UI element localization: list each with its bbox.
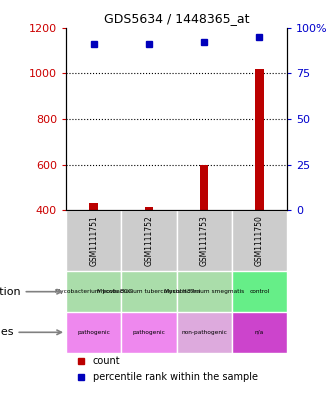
Text: GSM1111752: GSM1111752 bbox=[145, 215, 153, 266]
Bar bbox=[200, 165, 208, 210]
Text: GSM1111750: GSM1111750 bbox=[255, 215, 264, 266]
Bar bbox=[121, 210, 177, 271]
Bar bbox=[232, 210, 287, 271]
Bar bbox=[66, 210, 121, 271]
Title: GDS5634 / 1448365_at: GDS5634 / 1448365_at bbox=[104, 12, 249, 25]
Text: pathogenic: pathogenic bbox=[77, 330, 110, 335]
Bar bbox=[177, 271, 232, 312]
Text: species: species bbox=[0, 327, 61, 337]
Bar bbox=[121, 271, 177, 312]
Text: Mycobacterium tuberculosis H37ra: Mycobacterium tuberculosis H37ra bbox=[97, 289, 201, 294]
Text: n/a: n/a bbox=[255, 330, 264, 335]
Bar bbox=[232, 312, 287, 353]
Bar bbox=[66, 312, 121, 353]
Bar bbox=[145, 207, 153, 210]
Bar bbox=[177, 210, 232, 271]
Text: Mycobacterium smegmatis: Mycobacterium smegmatis bbox=[164, 289, 244, 294]
Text: infection: infection bbox=[0, 286, 61, 297]
Bar bbox=[177, 312, 232, 353]
Text: GSM1111753: GSM1111753 bbox=[200, 215, 209, 266]
Text: Mycobacterium bovis BCG: Mycobacterium bovis BCG bbox=[55, 289, 132, 294]
Text: control: control bbox=[249, 289, 270, 294]
Text: pathogenic: pathogenic bbox=[132, 330, 165, 335]
Bar bbox=[66, 271, 121, 312]
Bar bbox=[232, 271, 287, 312]
Text: GSM1111751: GSM1111751 bbox=[89, 215, 98, 266]
Bar bbox=[121, 312, 177, 353]
Bar bbox=[89, 203, 98, 210]
Text: percentile rank within the sample: percentile rank within the sample bbox=[92, 372, 257, 382]
Text: non-pathogenic: non-pathogenic bbox=[181, 330, 227, 335]
Text: count: count bbox=[92, 356, 120, 366]
Bar bbox=[255, 69, 264, 210]
